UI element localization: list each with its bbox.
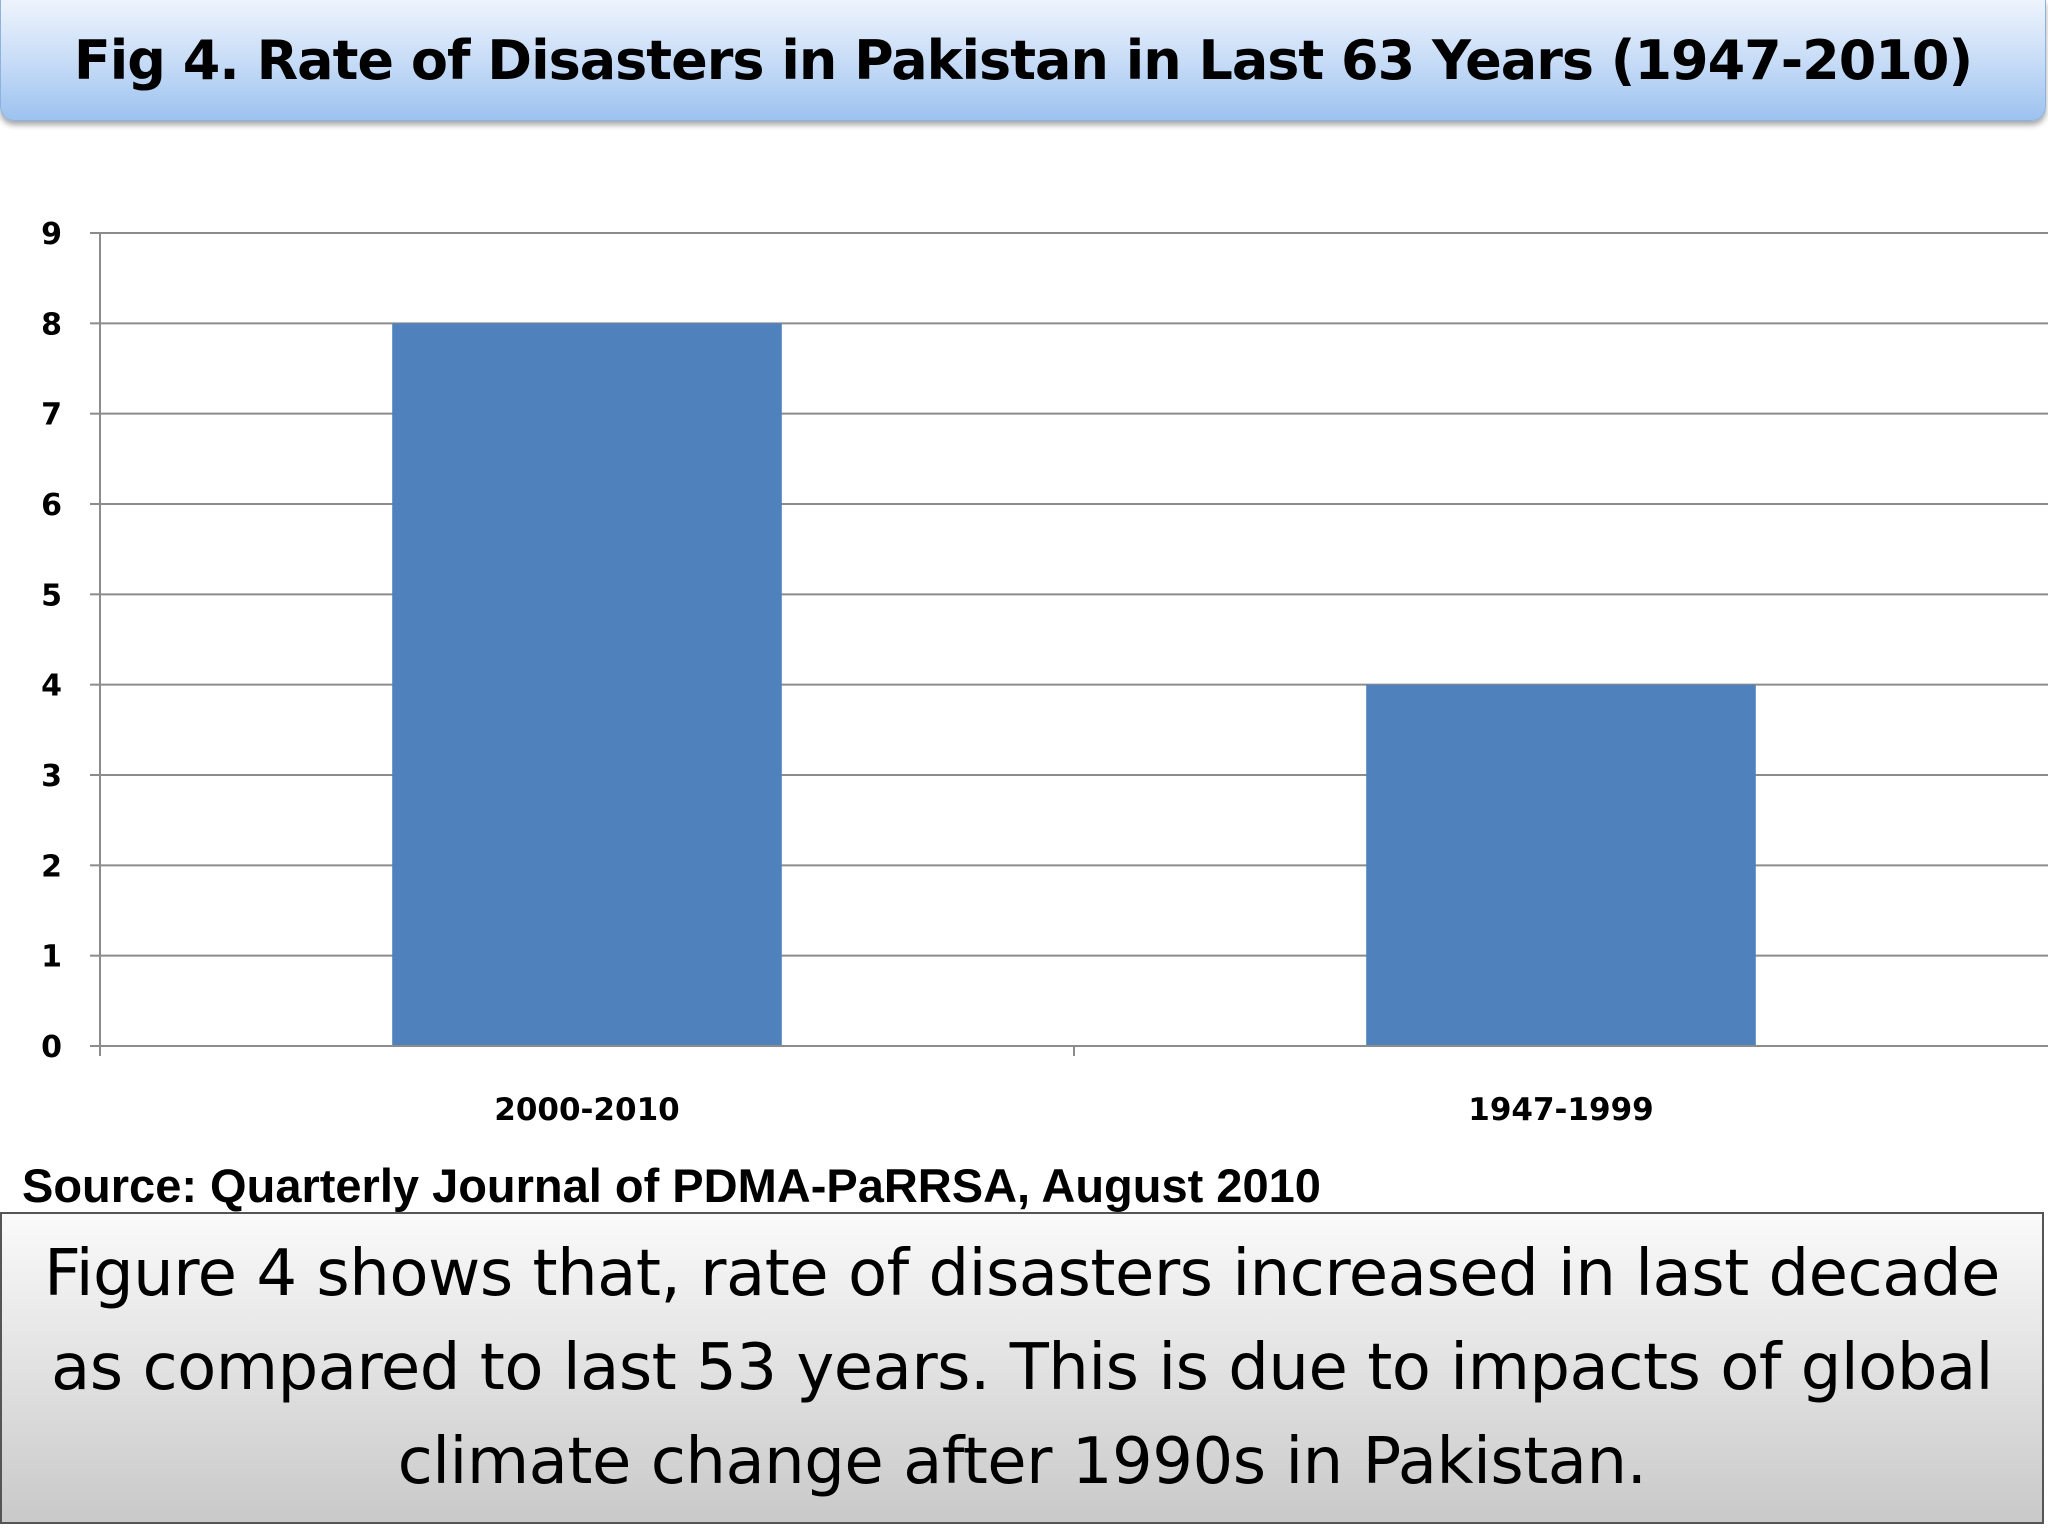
y-tick-label: 8 — [41, 307, 62, 342]
y-tick-label: 1 — [41, 940, 62, 975]
y-tick-label: 5 — [41, 578, 62, 613]
x-category-label: 1947-1999 — [1468, 1092, 1653, 1128]
source-citation: Source: Quarterly Journal of PDMA-PaRRSA… — [22, 1159, 1321, 1212]
axes — [90, 232, 2048, 1056]
bar-chart: 0 1 2 3 4 5 6 7 8 9 2000-2010 1947-1999 — [41, 217, 2048, 1128]
title-banner: Fig 4. Rate of Disasters in Pakistan in … — [0, 0, 2046, 121]
bars — [392, 323, 1756, 1046]
chart-title: Fig 4. Rate of Disasters in Pakistan in … — [73, 28, 1973, 92]
bar-1947-1999 — [1366, 684, 1756, 1046]
bar-2000-2010 — [392, 323, 782, 1046]
x-category-label: 2000-2010 — [494, 1092, 679, 1128]
y-tick-label: 6 — [41, 488, 62, 523]
y-tick-label: 2 — [41, 849, 62, 884]
y-tick-label: 9 — [41, 217, 62, 252]
axis-labels: 0 1 2 3 4 5 6 7 8 9 2000-2010 1947-1999 — [41, 217, 1654, 1128]
y-tick-label: 7 — [41, 398, 62, 433]
caption-box: Figure 4 shows that, rate of disasters i… — [0, 1212, 2044, 1524]
y-tick-label: 3 — [41, 759, 62, 794]
caption-text: Figure 4 shows that, rate of disasters i… — [44, 1237, 2000, 1499]
y-tick-label: 0 — [41, 1030, 62, 1065]
y-tick-label: 4 — [41, 669, 62, 704]
